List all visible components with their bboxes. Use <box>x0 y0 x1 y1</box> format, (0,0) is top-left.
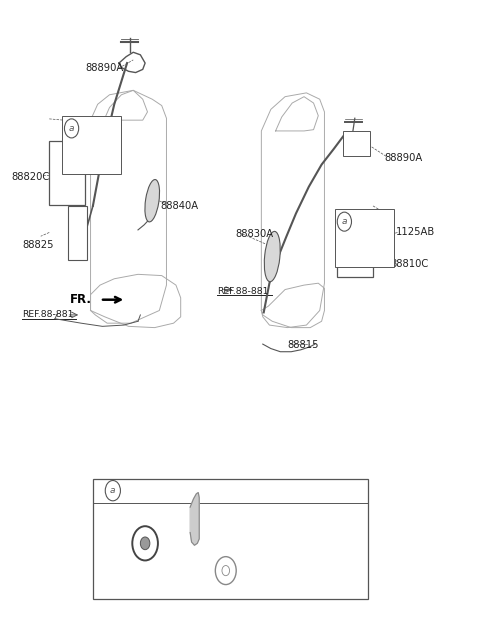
FancyBboxPatch shape <box>68 206 87 260</box>
Circle shape <box>372 228 384 244</box>
Text: 88878: 88878 <box>131 521 162 531</box>
Text: FR.: FR. <box>70 293 92 306</box>
FancyBboxPatch shape <box>337 216 373 277</box>
FancyBboxPatch shape <box>93 479 368 599</box>
Circle shape <box>140 537 150 550</box>
Text: 88890A: 88890A <box>86 63 124 73</box>
FancyBboxPatch shape <box>49 141 85 205</box>
Text: 88877: 88877 <box>216 547 248 557</box>
Polygon shape <box>190 493 199 545</box>
FancyBboxPatch shape <box>335 209 394 268</box>
Text: 88825: 88825 <box>23 240 54 250</box>
FancyBboxPatch shape <box>62 116 121 174</box>
FancyBboxPatch shape <box>343 131 370 156</box>
Text: 88820C: 88820C <box>12 172 49 182</box>
Circle shape <box>216 557 236 584</box>
Text: 88815: 88815 <box>288 340 319 350</box>
Text: 1125AB: 1125AB <box>396 227 435 237</box>
Text: REF.88-881: REF.88-881 <box>22 310 73 319</box>
Ellipse shape <box>264 232 280 282</box>
Text: a: a <box>110 486 116 495</box>
Text: a: a <box>69 124 74 133</box>
Text: REF.88-881: REF.88-881 <box>217 287 269 296</box>
Circle shape <box>132 526 158 561</box>
Text: 88810C: 88810C <box>391 259 429 269</box>
Ellipse shape <box>145 180 159 222</box>
Text: 88840A: 88840A <box>160 201 198 211</box>
Text: 88890A: 88890A <box>384 153 423 163</box>
Text: a: a <box>342 217 347 226</box>
Text: 88830A: 88830A <box>235 229 274 239</box>
